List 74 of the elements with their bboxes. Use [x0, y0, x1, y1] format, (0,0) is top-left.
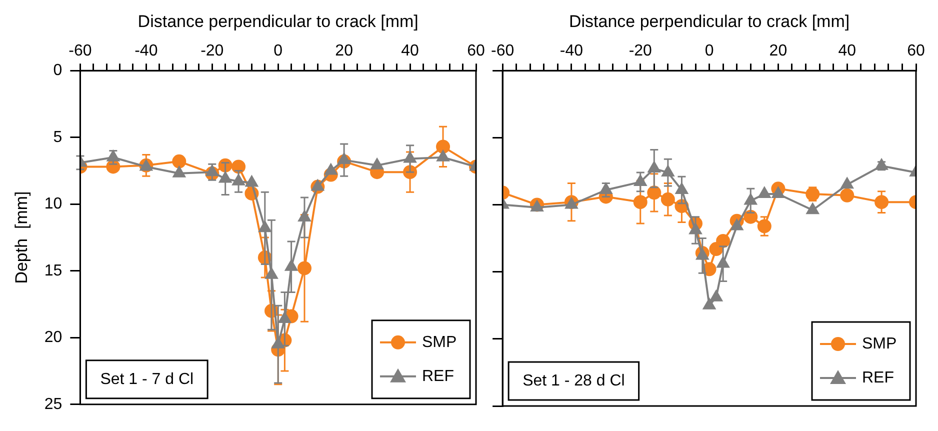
- y-axis-title: Depth [mm]: [12, 191, 31, 284]
- x-tick-label: -20: [628, 42, 652, 60]
- y-tick-label: 10: [44, 196, 62, 213]
- x-tick-label: 40: [838, 42, 856, 60]
- x-tick-label: -60: [491, 42, 514, 60]
- point: [633, 195, 648, 210]
- point: [565, 198, 578, 209]
- point: [874, 195, 889, 210]
- x-tick-label: -40: [134, 42, 158, 60]
- annotation: Set 1 - 7 d Cl: [100, 370, 194, 388]
- point: [757, 219, 772, 234]
- annotation: Set 1 - 28 d Cl: [522, 372, 625, 390]
- point: [758, 187, 771, 198]
- legend-label: SMP: [862, 335, 897, 352]
- legend-label: REF: [422, 368, 454, 385]
- y-tick-label: 0: [53, 62, 62, 80]
- point: [840, 178, 854, 189]
- point: [634, 174, 647, 186]
- point: [258, 221, 272, 232]
- point: [716, 256, 730, 268]
- point: [696, 248, 709, 260]
- point: [806, 187, 820, 202]
- point: [232, 174, 245, 186]
- legend-label: SMP: [422, 334, 457, 351]
- x-axis-title: Distance perpendicular to crack [mm]: [138, 12, 418, 31]
- x-axis-title: Distance perpendicular to crack [mm]: [568, 12, 850, 31]
- point: [600, 183, 612, 194]
- y-tick-label: 25: [44, 396, 62, 413]
- point: [662, 166, 674, 177]
- point: [730, 219, 744, 230]
- legend-label: REF: [862, 369, 894, 386]
- x-tick-label: 60: [907, 42, 925, 60]
- point: [297, 261, 312, 276]
- y-tick-label: 20: [44, 329, 62, 346]
- point: [172, 154, 186, 168]
- y-tick-label: 5: [53, 128, 62, 146]
- point: [436, 150, 450, 162]
- point: [219, 172, 232, 183]
- point: [772, 187, 784, 198]
- point: [689, 223, 702, 234]
- point: [172, 166, 186, 178]
- point: [285, 260, 298, 271]
- point: [648, 162, 660, 173]
- point: [370, 158, 384, 170]
- x-tick-label: 0: [274, 42, 283, 60]
- point: [806, 203, 819, 214]
- x-tick-label: -40: [560, 42, 584, 60]
- point: [206, 165, 218, 176]
- point: [647, 186, 662, 200]
- point: [246, 176, 258, 187]
- point: [840, 188, 854, 202]
- x-tick-label: -20: [200, 42, 224, 60]
- point: [106, 150, 120, 162]
- x-tick-label: -60: [68, 42, 92, 60]
- point: [278, 312, 291, 323]
- point: [298, 210, 311, 222]
- point: [265, 268, 278, 279]
- x-tick-label: 40: [401, 42, 420, 60]
- x-tick-label: 60: [467, 42, 485, 60]
- point: [676, 183, 688, 194]
- x-tick-label: 0: [704, 42, 714, 60]
- point: [436, 140, 450, 154]
- x-tick-label: 20: [335, 42, 354, 60]
- x-tick-label: 20: [769, 42, 788, 60]
- point: [716, 234, 730, 248]
- point: [744, 194, 757, 205]
- point: [530, 200, 544, 212]
- point: [338, 153, 350, 164]
- point: [660, 192, 675, 206]
- point: [311, 180, 324, 191]
- point: [404, 152, 416, 163]
- point: [875, 158, 888, 170]
- y-tick-label: 15: [44, 262, 62, 280]
- point: [324, 164, 338, 175]
